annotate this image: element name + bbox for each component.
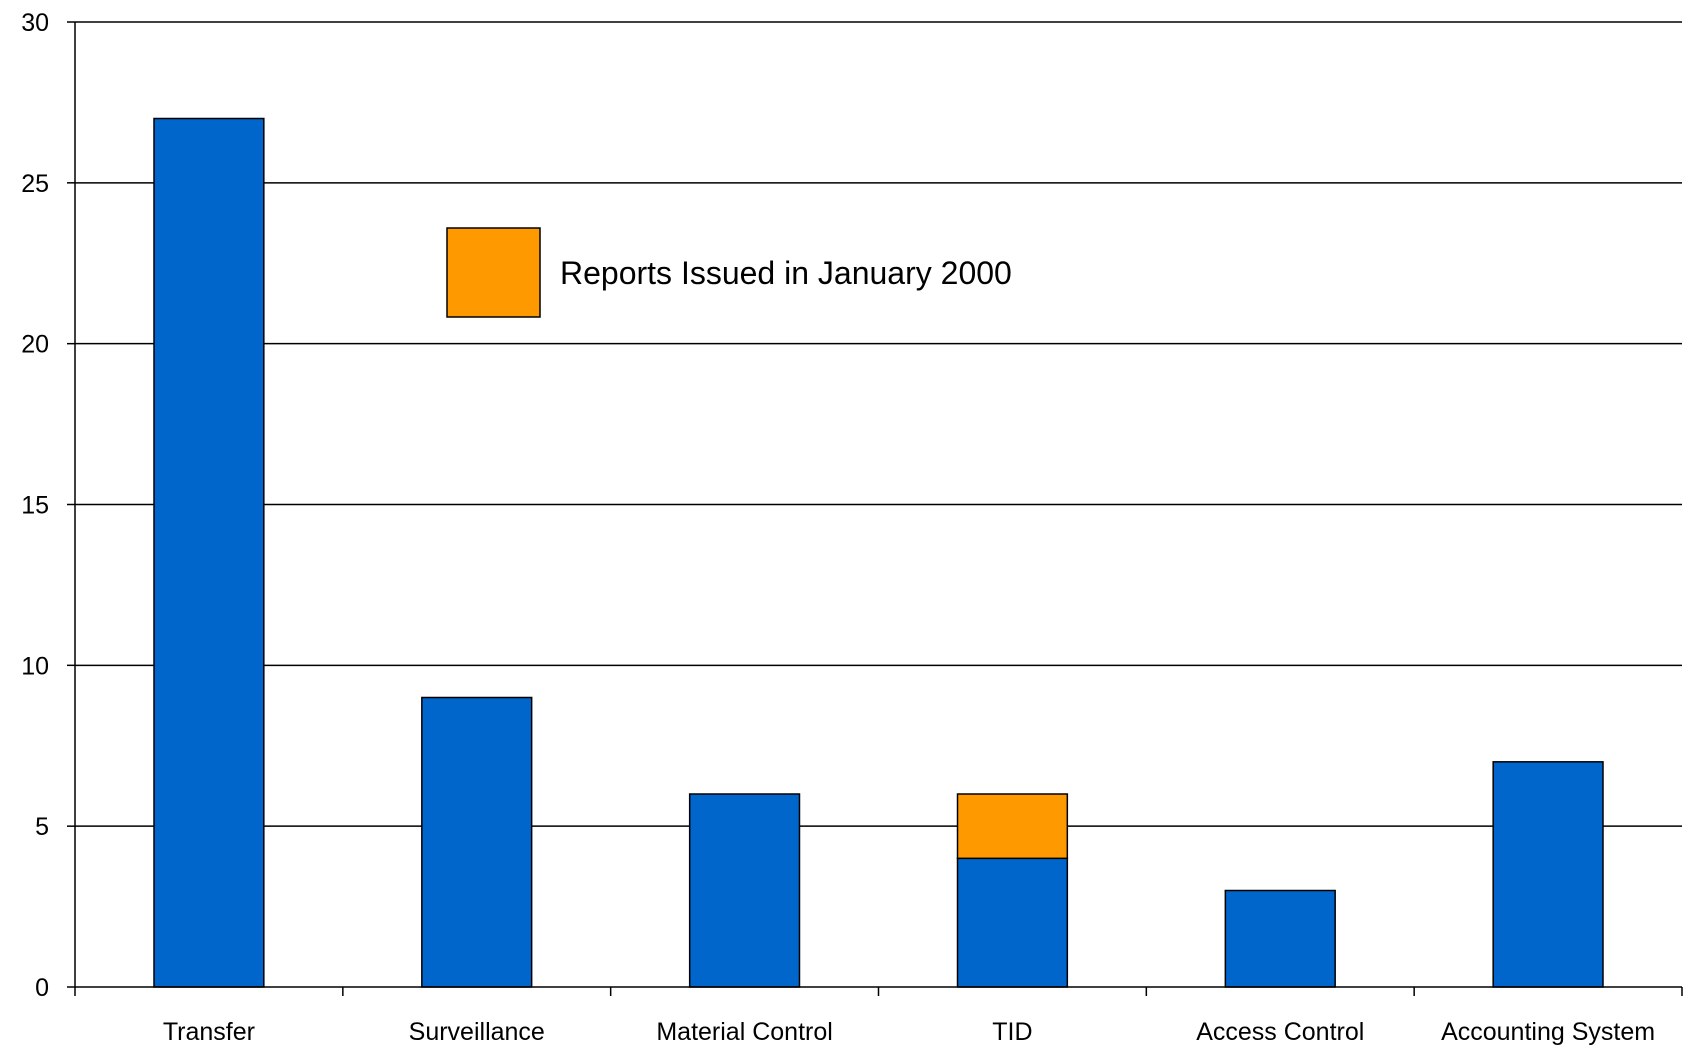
x-tick-label: Access Control	[1196, 1018, 1364, 1046]
x-tick-label: Accounting System	[1441, 1018, 1655, 1046]
legend-label: Reports Issued in January 2000	[560, 255, 1012, 291]
bar-transfer-series-0	[153, 117, 265, 988]
bar-material-control-series-0	[688, 793, 801, 988]
bar-surveillance-series-0	[421, 696, 533, 988]
y-tick-label: 10	[21, 652, 49, 680]
bar-tid-series-0	[956, 857, 1069, 988]
legend-swatch	[446, 227, 541, 318]
tick-labels: 0 5 10 15 20 25 30 Transfer Surveillance Material…	[21, 9, 1683, 1046]
bar-tid-series-1	[956, 793, 1069, 860]
gridlines	[75, 21, 1682, 827]
x-tick-label: Transfer	[163, 1018, 255, 1046]
x-tick-label: Material Control	[656, 1018, 832, 1046]
y-tick-label: 20	[21, 331, 49, 359]
y-tick-label: 30	[21, 9, 49, 37]
y-tick-label: 5	[35, 813, 49, 841]
x-tick-label: Surveillance	[409, 1018, 545, 1046]
y-tick-label: 25	[21, 170, 49, 198]
bars	[153, 117, 1604, 988]
bar-accounting-system-series-0	[1492, 761, 1604, 988]
y-tick-label: 0	[35, 974, 49, 1002]
x-tick-label: TID	[992, 1018, 1032, 1046]
y-tick-label: 15	[21, 492, 49, 520]
legend: Reports Issued in January 2000	[446, 227, 1012, 318]
bar-access-control-series-0	[1224, 889, 1336, 988]
